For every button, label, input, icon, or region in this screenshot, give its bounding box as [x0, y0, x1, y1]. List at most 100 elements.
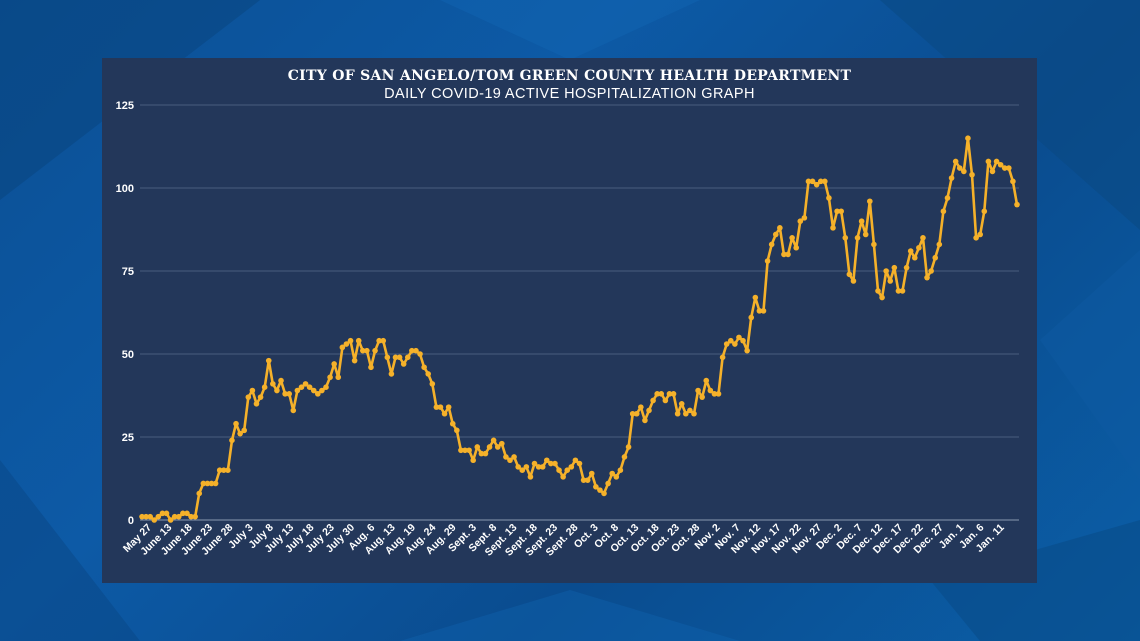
data-point: [985, 158, 992, 165]
data-point: [188, 513, 194, 520]
data-point: [867, 198, 873, 205]
y-tick-label: 0: [128, 515, 134, 527]
data-point: [846, 271, 853, 278]
data-point: [895, 288, 902, 294]
data-point: [948, 175, 955, 181]
data-point: [593, 484, 599, 490]
data-point: [257, 394, 264, 400]
data-point: [809, 178, 816, 185]
data-point: [875, 288, 881, 294]
chart-panel: CITY OF SAN ANGELO/TOM GREEN COUNTY HEAL…: [102, 58, 1037, 583]
data-point: [666, 391, 673, 397]
data-point: [331, 361, 337, 367]
data-point: [1006, 165, 1012, 171]
chart-title: CITY OF SAN ANGELO/TOM GREEN COUNTY HEAL…: [287, 68, 852, 84]
data-point: [911, 254, 918, 261]
data-point: [715, 391, 722, 397]
data-point: [494, 444, 501, 450]
data-point: [801, 215, 808, 221]
data-point: [343, 341, 350, 347]
data-point: [834, 208, 840, 215]
data-point: [433, 404, 440, 410]
data-point: [687, 407, 693, 414]
data-point: [703, 377, 710, 384]
data-point: [1010, 178, 1016, 185]
data-point: [907, 248, 914, 254]
data-point: [139, 513, 145, 520]
data-point: [400, 361, 407, 367]
data-point: [556, 467, 562, 474]
data-point: [454, 427, 460, 434]
data-point: [552, 460, 558, 467]
data-point: [691, 410, 697, 417]
data-point: [924, 274, 930, 281]
data-point: [883, 268, 889, 274]
data-point: [879, 294, 885, 301]
data-point: [740, 337, 746, 344]
data-point: [319, 387, 325, 394]
data-point: [241, 427, 248, 434]
data-point: [163, 510, 170, 517]
data-point: [396, 354, 403, 361]
data-point: [903, 264, 910, 271]
data-point: [237, 430, 243, 437]
data-point: [355, 337, 362, 344]
data-point: [936, 241, 943, 248]
data-point: [842, 235, 849, 241]
data-point: [380, 337, 387, 344]
data-point: [617, 467, 624, 474]
data-point: [216, 467, 223, 474]
data-point: [732, 341, 738, 347]
data-point: [572, 457, 579, 464]
data-point: [315, 391, 321, 397]
data-point: [404, 354, 411, 361]
data-point: [981, 208, 988, 215]
data-point: [384, 354, 391, 361]
data-point: [507, 457, 513, 464]
data-point: [768, 241, 775, 248]
data-point: [282, 391, 288, 397]
data-point: [997, 161, 1004, 168]
data-point: [302, 381, 309, 387]
data-point: [564, 467, 571, 474]
data-point: [220, 467, 227, 474]
data-point: [654, 391, 660, 397]
data-point: [535, 464, 542, 470]
data-point: [364, 347, 370, 354]
data-point: [662, 397, 669, 404]
data-point: [278, 377, 284, 384]
data-point: [920, 235, 926, 241]
data-point: [335, 374, 342, 381]
data-point: [270, 381, 276, 387]
data-point: [298, 384, 305, 391]
data-point: [793, 244, 800, 251]
data-point: [474, 444, 481, 450]
data-point: [155, 513, 162, 520]
data-point: [576, 460, 583, 467]
data-point: [274, 387, 280, 394]
data-point: [548, 460, 554, 467]
data-point: [965, 135, 971, 141]
data-point: [527, 474, 534, 480]
data-point: [601, 490, 607, 497]
data-point: [147, 513, 153, 520]
data-point: [486, 444, 493, 450]
data-point: [871, 241, 877, 248]
data-point: [625, 444, 632, 450]
data-point: [171, 513, 178, 520]
data-point: [956, 165, 963, 171]
data-point: [760, 308, 767, 314]
chart-subtitle: DAILY COVID-19 ACTIVE HOSPITALIZATION GR…: [384, 86, 755, 102]
data-point: [858, 218, 865, 224]
data-point: [699, 394, 705, 400]
data-point: [805, 178, 812, 185]
data-point: [588, 470, 595, 477]
data-point: [515, 464, 521, 470]
data-point: [838, 208, 844, 215]
data-point: [347, 337, 354, 344]
data-point: [928, 268, 934, 274]
data-point: [789, 235, 795, 241]
data-point: [392, 354, 399, 361]
data-point: [605, 480, 611, 487]
